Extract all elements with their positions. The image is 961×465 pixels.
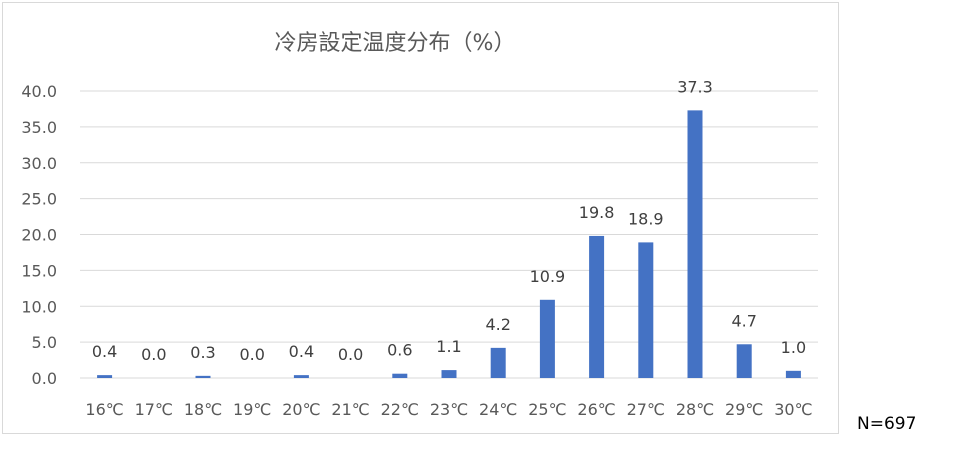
x-tick-label: 17℃	[135, 400, 173, 419]
data-label: 0.0	[239, 345, 264, 364]
bar	[392, 373, 408, 378]
x-axis-ticks: 16℃ 17℃ 18℃ 19℃ 20℃ 21℃ 22℃ 23℃ 24℃ 25℃ 26℃ 27℃ 28℃ 2…	[85, 400, 812, 419]
data-label: 0.0	[338, 345, 363, 364]
y-tick-label: 25.0	[21, 190, 57, 209]
x-tick-label: 24℃	[479, 400, 517, 419]
bar	[195, 375, 211, 378]
data-label: 0.6	[387, 341, 412, 360]
bar	[441, 370, 457, 378]
data-label: 18.9	[628, 209, 664, 228]
x-tick-label: 19℃	[233, 400, 271, 419]
bar	[293, 375, 309, 378]
x-tick-label: 23℃	[430, 400, 468, 419]
y-tick-label: 5.0	[32, 333, 57, 352]
bar	[97, 375, 113, 378]
data-label: 4.2	[485, 315, 510, 334]
data-label: 1.1	[436, 337, 461, 356]
data-label: 19.8	[579, 203, 615, 222]
bar	[687, 110, 703, 378]
bar	[785, 370, 801, 378]
bar	[539, 299, 555, 378]
gridlines	[80, 90, 818, 379]
data-label: 0.4	[92, 342, 117, 361]
data-label: 0.4	[289, 342, 314, 361]
bars	[97, 110, 801, 378]
x-tick-label: 18℃	[184, 400, 222, 419]
data-label: 37.3	[677, 77, 713, 96]
chart-title: 冷房設定温度分布（%）	[275, 31, 516, 56]
y-tick-label: 0.0	[32, 369, 57, 388]
x-tick-label: 16℃	[85, 400, 123, 419]
data-label: 0.0	[141, 345, 166, 364]
x-tick-label: 20℃	[282, 400, 320, 419]
bar	[638, 242, 654, 378]
x-tick-label: 30℃	[774, 400, 812, 419]
data-labels: 0.4 0.0 0.3 0.0 0.4 0.0 0.6 1.1 4.2 10.9 19.8 18.9 3…	[92, 77, 806, 364]
y-tick-label: 10.0	[21, 297, 57, 316]
data-label: 10.9	[530, 267, 566, 286]
y-tick-label: 35.0	[21, 118, 57, 137]
data-label: 4.7	[731, 311, 756, 330]
y-tick-label: 15.0	[21, 261, 57, 280]
y-tick-label: 20.0	[21, 226, 57, 245]
x-tick-label: 27℃	[627, 400, 665, 419]
data-label: 0.3	[190, 343, 215, 362]
sample-size-note: N=697	[857, 414, 917, 434]
bar	[589, 235, 605, 378]
y-axis-ticks: 0.0 5.0 10.0 15.0 20.0 25.0 30.0 35.0 40.0	[21, 82, 57, 388]
x-tick-label: 29℃	[725, 400, 763, 419]
y-tick-label: 40.0	[21, 82, 57, 101]
bar	[490, 347, 506, 378]
x-tick-label: 28℃	[676, 400, 714, 419]
y-tick-label: 30.0	[21, 154, 57, 173]
x-tick-label: 25℃	[528, 400, 566, 419]
x-tick-label: 21℃	[331, 400, 369, 419]
x-tick-label: 26℃	[577, 400, 615, 419]
x-tick-label: 22℃	[381, 400, 419, 419]
bar	[736, 344, 752, 378]
data-label: 1.0	[781, 338, 806, 357]
